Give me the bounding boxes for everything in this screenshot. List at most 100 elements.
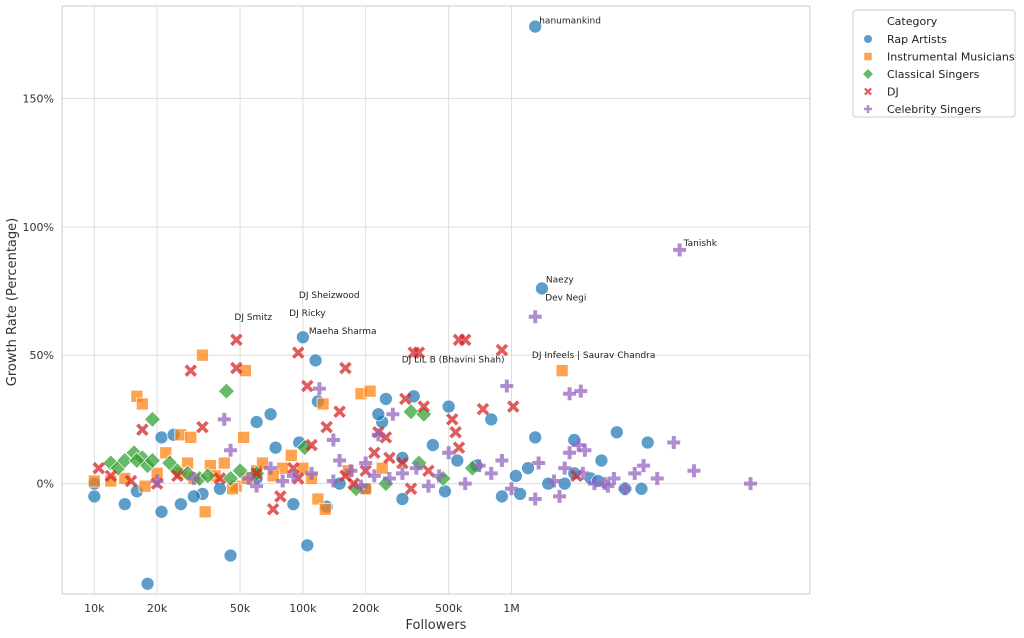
data-point xyxy=(231,462,249,480)
data-point xyxy=(268,440,283,455)
data-point xyxy=(320,420,333,434)
data-point xyxy=(333,405,346,418)
data-point xyxy=(618,482,632,496)
y-tick-label: 100% xyxy=(23,221,54,234)
data-point xyxy=(305,466,319,480)
data-point xyxy=(326,474,340,488)
legend-marker xyxy=(864,87,872,96)
data-point xyxy=(412,346,426,359)
data-point xyxy=(187,471,201,485)
data-point xyxy=(354,479,368,493)
data-point xyxy=(368,446,381,460)
legend: Category Rap Artists Instrumental Musicia… xyxy=(852,9,1016,118)
data-point xyxy=(128,451,146,469)
data-point xyxy=(140,576,155,591)
data-point xyxy=(383,451,396,465)
data-point xyxy=(563,387,577,401)
data-point xyxy=(287,461,300,475)
data-point xyxy=(217,412,231,426)
data-point xyxy=(628,466,642,480)
data-point xyxy=(558,461,572,475)
data-point xyxy=(578,443,592,457)
data-point xyxy=(230,361,243,375)
data-point xyxy=(395,466,409,480)
data-point xyxy=(607,471,621,485)
data-point xyxy=(449,425,462,439)
data-point xyxy=(230,333,243,347)
legend-marker xyxy=(863,69,873,79)
data-point xyxy=(528,492,542,506)
legend-marker xyxy=(864,52,872,61)
data-point xyxy=(422,464,435,478)
data-point xyxy=(301,379,314,393)
data-point xyxy=(222,469,240,487)
data-point xyxy=(263,407,278,422)
data-point xyxy=(506,400,520,413)
legend-label: Instrumental Musicians xyxy=(887,51,1015,64)
data-point xyxy=(311,492,325,506)
y-tick-label: 50% xyxy=(30,349,54,362)
data-point xyxy=(171,469,184,483)
data-point xyxy=(553,489,567,503)
data-point xyxy=(276,474,290,488)
data-point xyxy=(300,538,315,553)
data-point xyxy=(495,343,509,357)
data-point xyxy=(438,484,452,499)
data-point xyxy=(184,431,198,444)
data-point xyxy=(296,330,310,345)
data-point xyxy=(441,399,456,414)
data-point xyxy=(379,392,393,406)
y-axis-label: Growth Rate (Percentage) xyxy=(5,218,20,386)
x-axis-label: Followers xyxy=(406,618,467,633)
data-point xyxy=(557,476,572,491)
data-point xyxy=(458,333,472,347)
data-point xyxy=(367,469,381,483)
annotation-label: DJ Smitz xyxy=(234,313,272,323)
data-point xyxy=(318,502,332,516)
data-point xyxy=(472,459,486,473)
data-point xyxy=(458,477,472,491)
annotation-label: Tanishk xyxy=(683,239,718,249)
data-point xyxy=(640,435,655,450)
data-point xyxy=(395,492,410,506)
plot-area xyxy=(62,6,810,594)
plot-frame xyxy=(61,5,811,595)
annotation-label: DJ Infeels | Saurav Chandra xyxy=(532,351,655,361)
y-tick-label: 150% xyxy=(23,92,54,105)
data-point xyxy=(445,413,459,426)
data-point xyxy=(359,456,373,470)
data-point xyxy=(563,446,577,460)
data-point xyxy=(266,502,280,516)
data-point xyxy=(528,19,543,34)
data-point xyxy=(249,415,264,429)
data-point xyxy=(196,348,209,362)
data-point xyxy=(87,474,101,488)
x-tick-label: 100k xyxy=(289,602,317,615)
data-point xyxy=(213,472,227,485)
y-tick-label: 0% xyxy=(37,478,54,491)
data-point xyxy=(213,481,227,496)
data-point xyxy=(264,461,278,475)
x-tick-label: 500k xyxy=(435,602,463,615)
data-point xyxy=(396,456,409,470)
data-point xyxy=(594,453,609,468)
data-point xyxy=(650,471,664,485)
data-point xyxy=(687,464,701,478)
data-point xyxy=(402,403,420,421)
x-tick-label: 50k xyxy=(230,602,251,615)
data-point xyxy=(528,310,542,324)
data-point xyxy=(495,453,509,467)
data-point xyxy=(634,481,649,496)
data-point xyxy=(154,430,169,445)
data-point xyxy=(104,469,118,483)
data-point xyxy=(224,443,238,457)
annotation-label: Naezy xyxy=(546,275,575,285)
data-point xyxy=(116,451,134,469)
annotation-label: DJ Ricky xyxy=(289,309,326,319)
data-point xyxy=(417,400,431,413)
data-point xyxy=(371,407,386,422)
data-point xyxy=(217,456,231,470)
x-tick-label: 10k xyxy=(84,602,105,615)
data-point xyxy=(198,505,212,519)
data-point xyxy=(242,471,256,485)
